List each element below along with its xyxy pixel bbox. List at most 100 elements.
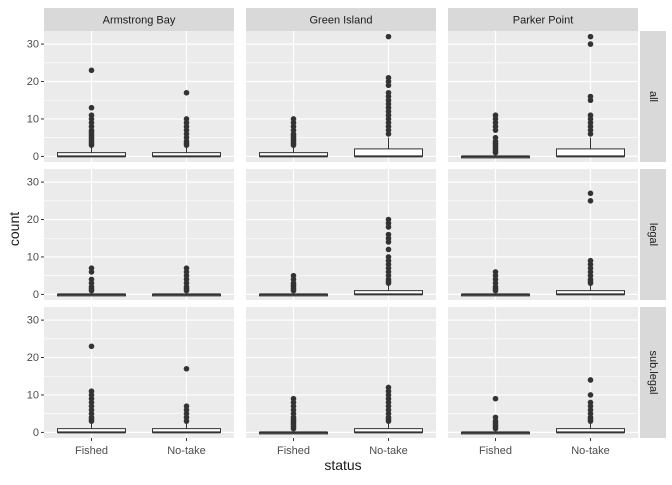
outlier-point — [492, 414, 499, 421]
boxplot-fished — [259, 272, 328, 297]
strip-background — [640, 169, 666, 300]
column-strip: Green Island — [246, 8, 436, 31]
outlier-point — [587, 41, 594, 47]
boxplot-no-take — [152, 265, 221, 297]
row-strip-label: legal — [647, 223, 659, 246]
outlier-point — [290, 395, 297, 402]
outlier-point — [88, 104, 95, 111]
outlier-point — [385, 33, 392, 40]
y-tick-label: 0 — [33, 427, 39, 439]
y-tick-label: 20 — [27, 214, 39, 226]
x-tick-label: No-take — [571, 445, 610, 457]
column-strip: Parker Point — [448, 8, 638, 31]
outlier-point — [88, 388, 95, 395]
boxplot-no-take — [556, 33, 625, 158]
facet-panel — [448, 31, 638, 162]
outlier-point — [385, 216, 392, 223]
y-tick-label: 10 — [27, 389, 39, 401]
boxplot-no-take — [354, 33, 423, 158]
facet-panel — [448, 169, 638, 300]
x-tick-label: Fished — [479, 445, 512, 457]
boxplot-no-take — [556, 377, 625, 434]
outlier-point — [88, 112, 95, 119]
y-tick-label: 20 — [27, 352, 39, 364]
boxplot-no-take — [556, 190, 625, 296]
x-tick-label: Fished — [277, 445, 310, 457]
row-strip: sub.legal — [640, 307, 666, 438]
column-strip-label: Green Island — [310, 15, 373, 27]
outlier-point — [88, 343, 95, 350]
facet-panel — [246, 307, 436, 438]
outlier-point — [587, 93, 594, 100]
facet-panel — [246, 169, 436, 300]
row-strip: all — [640, 31, 666, 162]
axes-layer: 0 10 20 30 0 10 20 30 0 10 20 30 Fished No-take Fished… — [27, 39, 610, 457]
outlier-point — [587, 392, 594, 398]
outlier-point — [183, 116, 190, 122]
outlier-point — [587, 33, 594, 40]
column-strip-label: Parker Point — [513, 15, 574, 27]
outlier-point — [385, 74, 392, 81]
outlier-point — [385, 254, 392, 260]
y-tick-label: 20 — [27, 76, 39, 88]
outlier-point — [88, 67, 95, 74]
panel-background — [44, 169, 234, 300]
y-tick-label: 30 — [27, 315, 39, 327]
x-axis-title: status — [324, 457, 361, 473]
panel-background — [246, 307, 436, 438]
box — [556, 148, 625, 157]
panel-background — [448, 169, 638, 300]
outlier-point — [587, 190, 594, 197]
outlier-point — [385, 384, 392, 391]
box — [354, 148, 423, 157]
outlier-point — [385, 89, 392, 96]
boxplot-fished — [461, 269, 530, 297]
outlier-point — [492, 395, 499, 402]
panel-background — [246, 169, 436, 300]
boxplot-no-take — [354, 384, 423, 434]
facet-panel — [448, 307, 638, 438]
column-strip: Armstrong Bay — [44, 8, 234, 31]
strip-background — [640, 31, 666, 162]
outlier-point — [492, 112, 499, 119]
outlier-point — [88, 276, 95, 283]
boxplot-no-take — [152, 89, 221, 158]
boxplot-fished — [259, 395, 328, 435]
row-strip-label: sub.legal — [647, 350, 659, 394]
outlier-point — [88, 265, 95, 271]
column-strip-label: Armstrong Bay — [103, 15, 176, 27]
y-tick-label: 0 — [33, 289, 39, 301]
outlier-point — [183, 403, 190, 409]
outlier-point — [290, 116, 297, 122]
strip-background — [246, 8, 436, 31]
outlier-point — [587, 257, 594, 264]
facet-panel — [246, 31, 436, 162]
row-strip-label: all — [647, 91, 659, 102]
strip-background — [44, 8, 234, 31]
boxplot-no-take — [152, 365, 221, 434]
facet-panel — [44, 31, 234, 162]
panel-background — [448, 31, 638, 162]
y-axis-title: count — [6, 212, 22, 246]
boxplot-fished — [461, 112, 530, 159]
outlier-point — [183, 89, 190, 96]
outlier-point — [385, 231, 392, 238]
x-tick-label: No-take — [369, 445, 408, 457]
strip-background — [448, 8, 638, 31]
boxplot-fished — [57, 67, 126, 158]
boxplot-fished — [57, 343, 126, 434]
boxplot-fished — [461, 395, 530, 435]
row-strip: legal — [640, 169, 666, 300]
facet-panel — [44, 169, 234, 300]
outlier-point — [587, 198, 594, 204]
outlier-point — [587, 399, 594, 406]
outlier-point — [385, 246, 392, 253]
panel-background — [44, 31, 234, 162]
y-tick-label: 10 — [27, 251, 39, 263]
y-tick-label: 30 — [27, 177, 39, 189]
panel-background — [246, 31, 436, 162]
facet-panel — [44, 307, 234, 438]
x-tick-label: No-take — [167, 445, 206, 457]
y-tick-label: 10 — [27, 113, 39, 125]
